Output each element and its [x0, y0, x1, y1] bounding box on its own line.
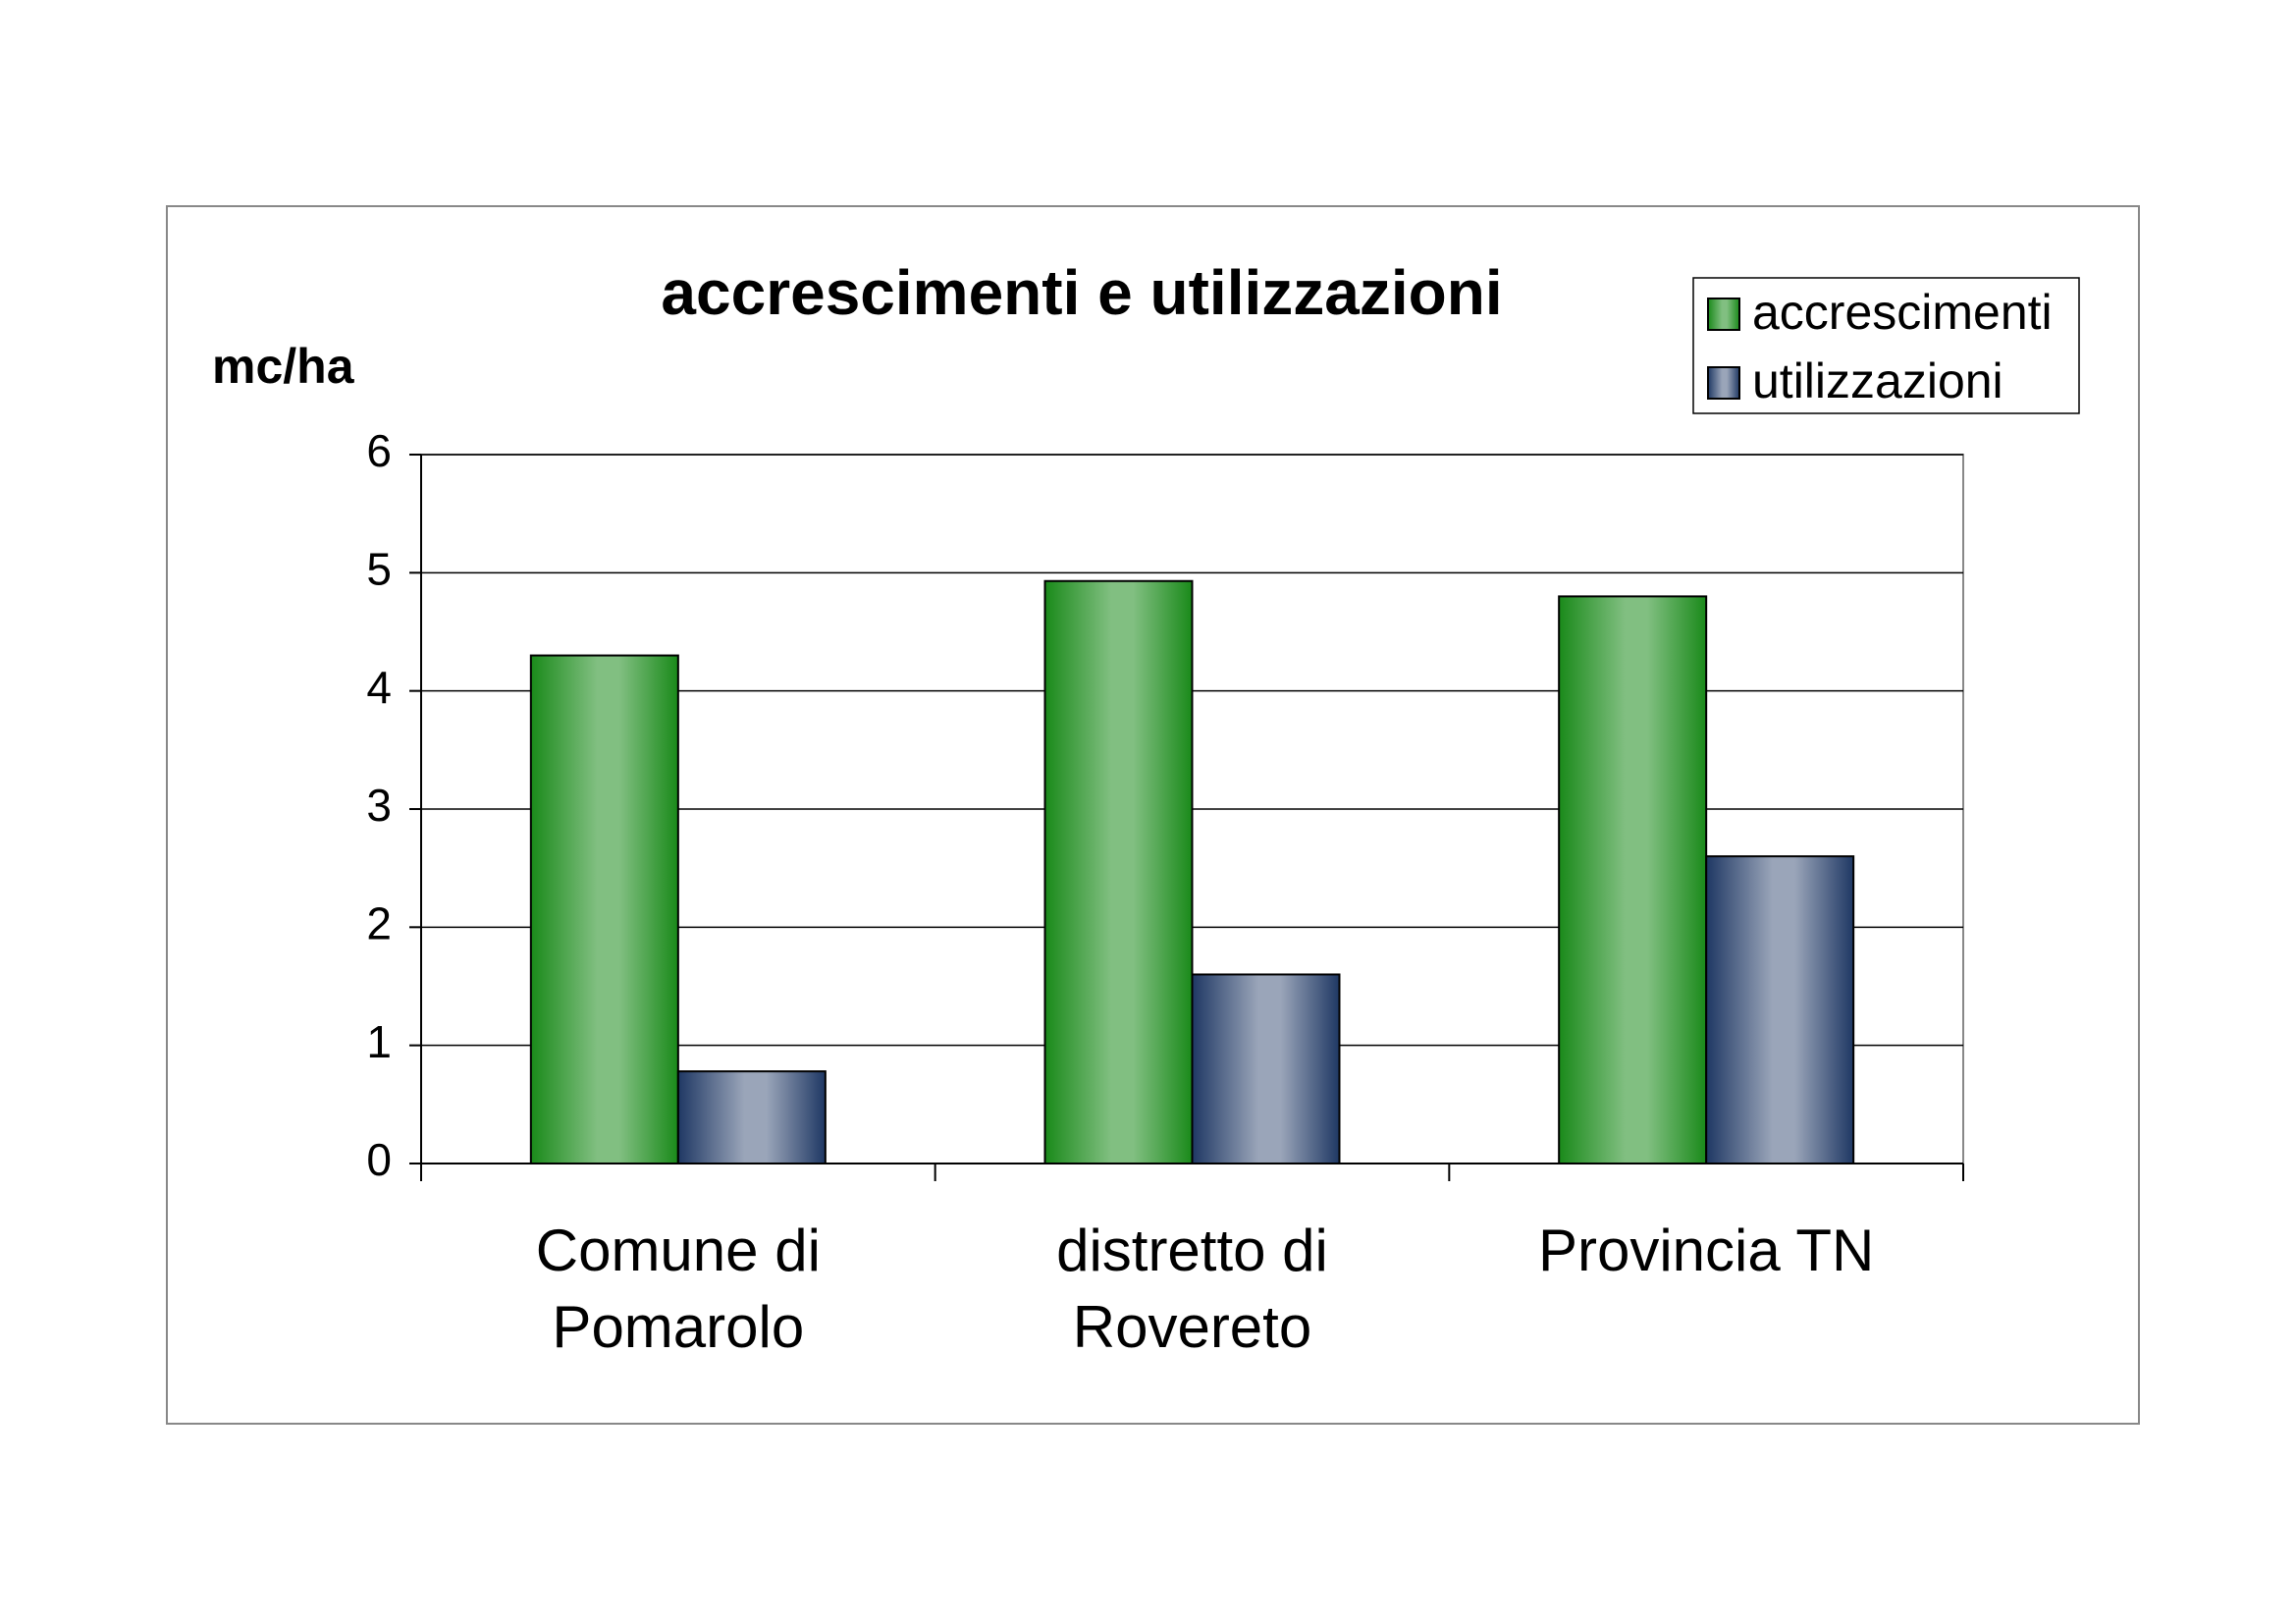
- y-tick-label: 3: [366, 780, 392, 831]
- bar: [676, 1070, 827, 1165]
- y-tick-label: 4: [366, 662, 392, 713]
- x-tick-label: Provincia TN: [1537, 1218, 1875, 1283]
- x-tick-label: distretto di Rovereto: [1056, 1218, 1328, 1360]
- legend-label: accrescimenti: [1752, 285, 2053, 340]
- bar: [529, 654, 679, 1164]
- y-tick-label: 6: [366, 425, 392, 476]
- y-tick-label: 2: [366, 897, 392, 948]
- y-axis-label: mc/ha: [212, 339, 355, 394]
- y-tick-label: 5: [366, 543, 392, 594]
- chart-title: accrescimenti e utilizzazioni: [661, 257, 1502, 328]
- y-tick-label: 0: [366, 1134, 392, 1185]
- x-tick-label: Comune di Pomarolo: [535, 1218, 821, 1360]
- bar: [1191, 973, 1341, 1165]
- legend-box: [1692, 277, 2080, 414]
- bar: [1043, 579, 1194, 1164]
- bar: [1705, 855, 1855, 1165]
- legend-label: utilizzazioni: [1752, 353, 2003, 408]
- legend-swatch: [1707, 366, 1740, 400]
- legend-swatch: [1707, 298, 1740, 331]
- y-tick-label: 1: [366, 1016, 392, 1067]
- bar: [1558, 595, 1708, 1164]
